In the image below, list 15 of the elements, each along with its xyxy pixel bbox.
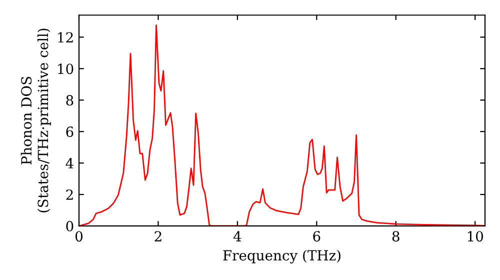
y-tick-label: 4 (66, 158, 74, 168)
y-axis-title: Phonon DOS (States/THz·primitive cell) (20, 28, 51, 212)
y-tick-label: 0 (66, 220, 74, 232)
y-tick-label: 12 (58, 32, 73, 42)
y-tick-label: 2 (66, 189, 73, 200)
x-tick-label: 8 (392, 231, 400, 242)
y-tick-label: 6 (66, 126, 74, 138)
x-tick-label: 4 (233, 231, 242, 242)
x-tick-label: 10 (468, 231, 484, 242)
x-tick-label: 6 (313, 231, 320, 242)
x-tick-label: 0 (75, 231, 82, 242)
x-axis-title: Frequency (THz) (223, 250, 340, 264)
x-tick-label: 2 (154, 231, 162, 242)
y-tick-label: 10 (58, 64, 74, 74)
y-tick-label: 8 (66, 95, 74, 106)
